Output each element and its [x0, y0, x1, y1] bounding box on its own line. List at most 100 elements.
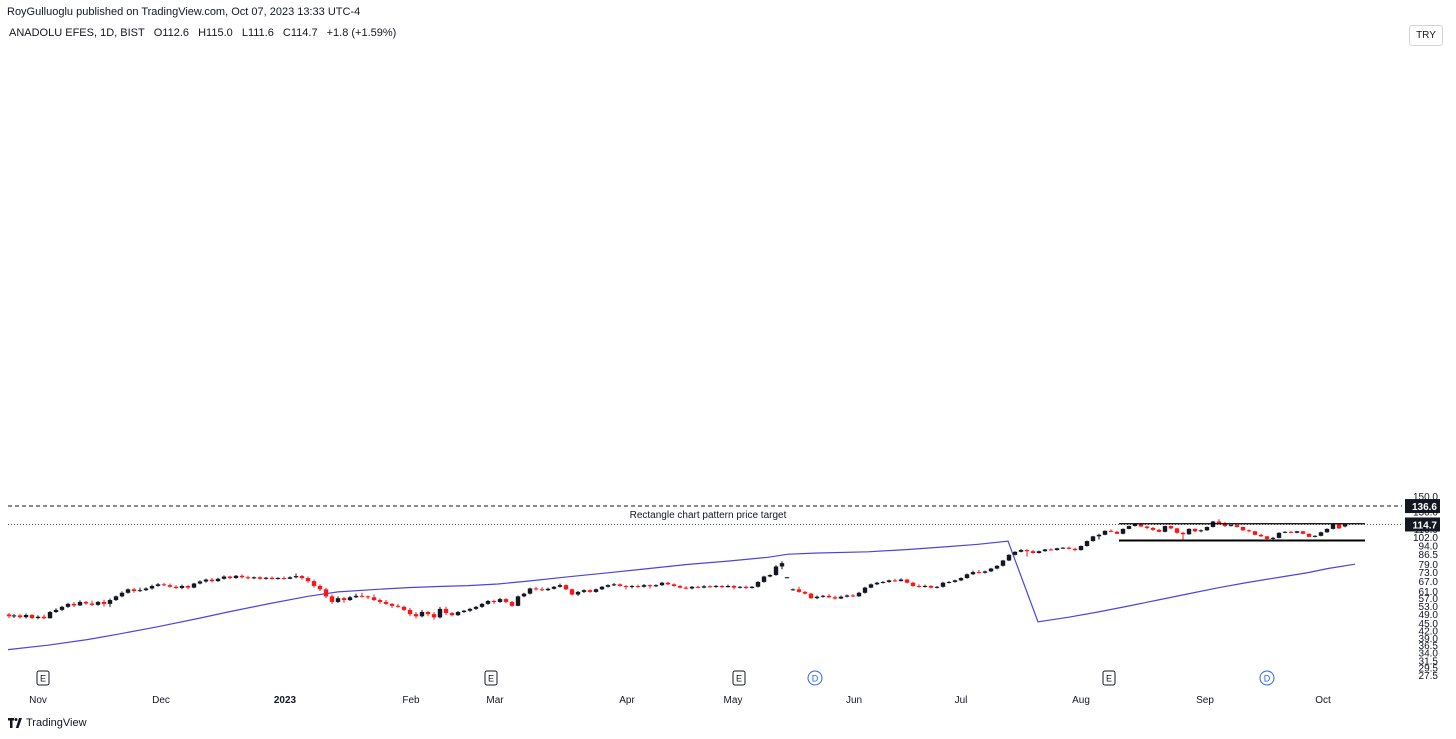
candle-body	[1216, 521, 1222, 524]
candle-body	[1234, 525, 1240, 527]
candle	[17, 614, 23, 619]
earnings-event-icon[interactable]: E	[1102, 670, 1116, 686]
candle	[886, 579, 892, 583]
candle	[443, 606, 449, 616]
candle-body	[868, 584, 874, 588]
x-tick-label: 2023	[274, 695, 297, 706]
candle-body	[1240, 526, 1246, 531]
candle-body	[605, 585, 611, 587]
event-letter: D	[812, 674, 819, 684]
y-tick-label: 57.0	[1419, 594, 1439, 605]
candle-body	[713, 585, 719, 587]
dividend-event-icon[interactable]: D	[807, 670, 823, 686]
candle	[796, 586, 802, 593]
candle	[359, 592, 365, 598]
candle	[1150, 526, 1156, 531]
candle-body	[419, 611, 425, 617]
y-tick-label: 102.0	[1413, 533, 1438, 544]
candle-body	[1108, 530, 1114, 532]
candle-body	[784, 577, 790, 579]
candle-body	[1084, 541, 1090, 547]
currency-button[interactable]: TRY	[1409, 25, 1443, 46]
candle	[1042, 548, 1048, 552]
candle	[629, 584, 635, 589]
y-tick-label: 150.0	[1413, 492, 1438, 503]
candle-body	[832, 597, 838, 599]
candle-body	[1174, 528, 1180, 533]
candle-body	[569, 589, 575, 595]
y-tick-label: 79.0	[1419, 560, 1439, 571]
legend-close: C114.7	[282, 27, 318, 39]
candle	[683, 586, 689, 590]
x-tick-label: Sep	[1196, 695, 1214, 706]
candle-body	[755, 581, 761, 587]
candle-body	[611, 584, 617, 586]
candle-body	[425, 611, 431, 615]
candle-body	[473, 606, 479, 609]
candle-body	[47, 611, 53, 619]
candle	[233, 575, 239, 579]
candle	[251, 576, 257, 580]
candle-body	[946, 581, 952, 583]
candle	[1192, 528, 1198, 533]
candle-body	[1288, 531, 1294, 533]
candle	[83, 600, 89, 605]
candle	[215, 577, 221, 582]
y-tick-label: 53.0	[1419, 602, 1439, 613]
y-tick-label: 29.5	[1419, 664, 1439, 675]
earnings-event-icon[interactable]: E	[36, 670, 50, 686]
candle	[119, 591, 125, 598]
candle	[131, 587, 137, 593]
candle	[431, 611, 437, 620]
candle-body	[365, 596, 371, 598]
earnings-event-icon[interactable]: E	[732, 670, 746, 686]
candle-body	[317, 585, 323, 590]
candle	[11, 614, 17, 619]
candle-body	[773, 566, 779, 576]
earnings-event-icon[interactable]: E	[484, 670, 498, 686]
candle-body	[647, 585, 653, 587]
candle	[904, 578, 910, 584]
candle-body	[101, 601, 107, 604]
candle	[737, 585, 743, 589]
candle-body	[107, 600, 113, 604]
candle-body	[934, 586, 940, 588]
candle-body	[767, 575, 773, 577]
candle	[197, 580, 203, 585]
candle-body	[191, 583, 197, 588]
candle	[1120, 528, 1126, 535]
candle-body	[1162, 526, 1168, 532]
y-tick-label: 42.0	[1419, 626, 1439, 637]
candle-body	[749, 586, 755, 588]
x-tick-label: Nov	[29, 695, 47, 706]
candle-body	[383, 601, 389, 604]
dividend-event-icon[interactable]: D	[1259, 670, 1275, 686]
candle	[1096, 533, 1102, 540]
candle	[491, 599, 497, 604]
candle-body	[1252, 531, 1258, 535]
candle-body	[89, 603, 95, 605]
candle-body	[1228, 525, 1234, 527]
candle	[671, 583, 677, 587]
candle	[335, 596, 341, 603]
candle	[707, 585, 713, 588]
candle-body	[245, 577, 251, 579]
candle	[1342, 524, 1348, 528]
candle-body	[1054, 548, 1060, 551]
candle	[808, 592, 814, 599]
candle-body	[371, 597, 377, 601]
candle-body	[1180, 532, 1186, 535]
candle	[1030, 550, 1036, 554]
candle-body	[982, 571, 988, 573]
candle	[623, 585, 629, 590]
candle	[587, 589, 593, 593]
candle	[521, 592, 527, 598]
candle	[844, 594, 850, 598]
candle	[6, 613, 12, 618]
candle	[149, 584, 155, 590]
candle	[976, 569, 982, 574]
candle	[1240, 526, 1246, 531]
candle-body	[221, 576, 227, 579]
candle-body	[1192, 528, 1198, 532]
